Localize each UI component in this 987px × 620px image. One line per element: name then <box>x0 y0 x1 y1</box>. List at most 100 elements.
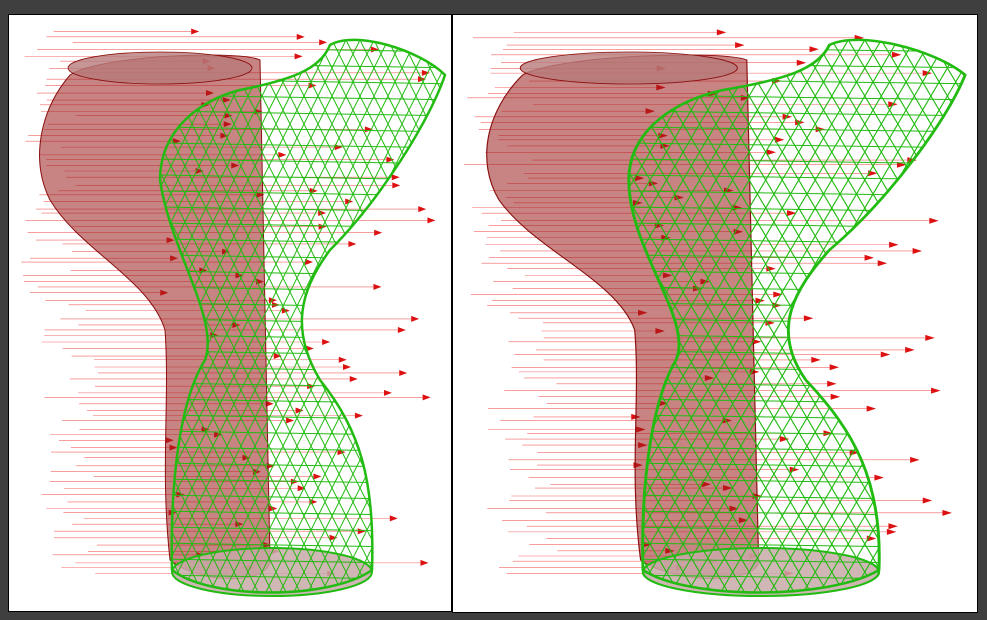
mesh-edge <box>363 39 445 593</box>
mesh-edge <box>160 39 301 593</box>
arrow-head <box>305 345 314 352</box>
arrow-head <box>354 412 363 419</box>
arrow-head <box>281 307 290 314</box>
mesh-edge <box>819 39 966 593</box>
arrow-head <box>888 523 898 530</box>
mesh-edge <box>868 39 966 593</box>
arrow-head <box>809 46 819 53</box>
arrow-head <box>942 509 952 516</box>
mesh-edge <box>835 39 966 593</box>
arrow-head <box>392 182 401 189</box>
arrow-head <box>273 353 282 360</box>
arrow-head <box>931 387 941 394</box>
arrow-head <box>823 430 833 437</box>
mesh-edge <box>160 39 259 593</box>
mesh-edge <box>160 93 445 101</box>
arrow-head <box>910 456 920 463</box>
arrow-head <box>373 283 382 290</box>
arrow-head <box>399 369 408 376</box>
mesh-edge <box>307 39 445 593</box>
arrow-head <box>880 351 891 358</box>
arrow-head <box>295 407 304 414</box>
arrow-head <box>265 400 274 407</box>
mesh-edge <box>160 39 427 593</box>
arrow-head <box>374 229 383 236</box>
mesh-edge <box>628 39 960 593</box>
arrow-head <box>925 334 935 341</box>
mesh-edge <box>628 39 795 593</box>
mesh-edge <box>628 39 712 593</box>
mesh <box>160 39 445 593</box>
mesh-edge <box>160 141 445 149</box>
mesh-outline <box>158 38 447 594</box>
arrow-head <box>389 515 398 522</box>
arrow-head <box>391 174 400 181</box>
arrow-head <box>796 59 807 66</box>
arrow-head <box>418 206 427 213</box>
mesh-edge <box>160 39 245 593</box>
mesh-edge <box>307 39 445 593</box>
mesh-edge <box>160 39 273 593</box>
arrow-head <box>286 417 295 424</box>
arrow-head <box>877 260 888 267</box>
mesh-edge <box>628 141 966 149</box>
mesh-edge <box>628 39 779 593</box>
mesh-edge <box>628 39 762 593</box>
arrow-head <box>386 156 395 163</box>
reference-top <box>67 51 253 85</box>
mesh-edge <box>160 39 301 593</box>
arrow-head <box>874 474 884 481</box>
arrow-head <box>383 389 392 396</box>
arrow-head <box>427 217 436 224</box>
arrow-head <box>397 326 406 333</box>
arrow-head <box>779 436 790 443</box>
arrow-head <box>278 151 287 158</box>
arrow-head <box>866 405 877 412</box>
arrow-head <box>329 534 338 541</box>
arrow-head <box>905 346 915 353</box>
mesh-edge <box>349 39 445 593</box>
mesh-edge <box>802 39 966 593</box>
arrow-head <box>296 33 305 40</box>
mesh-edge <box>802 39 966 593</box>
mesh-edge <box>321 39 445 593</box>
mesh-outline <box>627 38 967 594</box>
arrow-head <box>307 383 316 390</box>
arrow-head <box>297 485 306 492</box>
mesh-edge <box>335 39 445 593</box>
arrow-head <box>787 210 797 217</box>
mesh-edge <box>160 39 259 593</box>
arrow-head <box>864 254 874 261</box>
mesh-edge <box>160 39 441 593</box>
mesh-base <box>641 547 881 597</box>
arrow-head <box>929 217 939 224</box>
mesh-edge <box>628 39 762 593</box>
arrow-head <box>349 375 358 382</box>
arrow-head <box>294 53 303 60</box>
arrow-head <box>319 39 328 46</box>
mesh-edge <box>628 125 966 133</box>
right-scene <box>463 29 967 597</box>
mesh-edge <box>160 39 245 593</box>
arrow-head <box>766 149 777 156</box>
scene-content <box>463 29 967 597</box>
arrow-head <box>422 394 431 401</box>
mesh-edge <box>852 39 966 593</box>
mesh-base <box>171 547 373 597</box>
arrow-head <box>774 136 785 143</box>
mesh-edge <box>628 39 729 593</box>
arrow-head <box>886 528 897 535</box>
arrow-head <box>735 42 745 49</box>
reference-top <box>519 51 738 85</box>
arrow-head <box>348 240 357 247</box>
mesh-edge <box>628 39 745 593</box>
arrow-head <box>912 247 923 254</box>
arrow-head <box>868 170 878 177</box>
arrow-head <box>421 69 430 76</box>
arrow-head <box>343 363 352 370</box>
mesh-edge <box>628 93 966 101</box>
arrow-head <box>191 28 200 35</box>
arrow-head <box>803 315 814 322</box>
